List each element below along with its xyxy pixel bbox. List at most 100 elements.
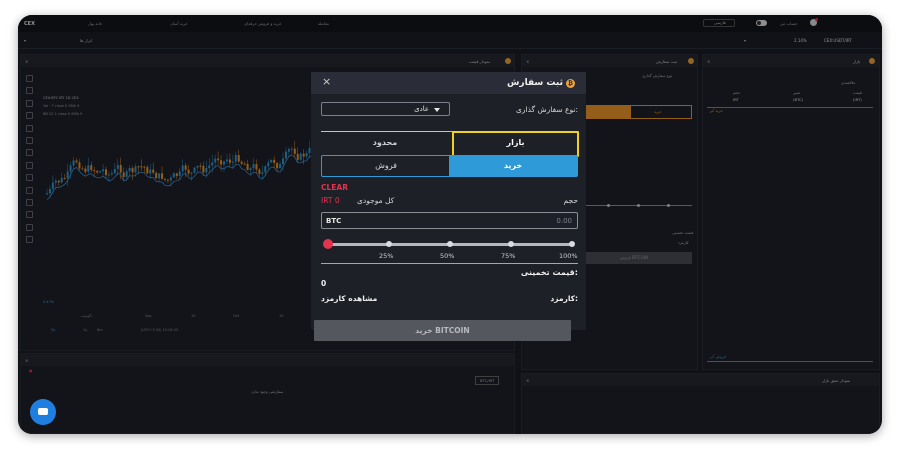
nav-link-2[interactable]: خرید آسان bbox=[170, 21, 188, 26]
candle-body bbox=[84, 168, 87, 172]
candle-body bbox=[214, 158, 217, 163]
prediction-icon[interactable] bbox=[26, 149, 33, 157]
account-link[interactable]: حساب من bbox=[780, 21, 798, 26]
range-1y[interactable]: 1y bbox=[83, 328, 88, 332]
lock-icon[interactable] bbox=[26, 211, 33, 219]
x-tick-1: اگوست bbox=[81, 314, 92, 318]
slider-dot-75[interactable] bbox=[508, 241, 514, 247]
col-change: تغییر bbox=[793, 90, 801, 95]
favorites-toggle[interactable]: علاقمندی bbox=[841, 80, 856, 85]
submit-buy-button[interactable]: خرید BITCOIN bbox=[314, 320, 571, 341]
close-icon[interactable]: × bbox=[707, 59, 711, 64]
slider-handle[interactable] bbox=[323, 239, 333, 249]
fib-icon[interactable] bbox=[26, 99, 33, 107]
candle-body bbox=[284, 151, 287, 159]
candle-body bbox=[146, 167, 149, 174]
range-6m[interactable]: 6m bbox=[97, 328, 103, 332]
order-panel-submit[interactable]: فروش BITCOIN bbox=[576, 252, 692, 264]
language-select[interactable]: فارسی bbox=[703, 19, 735, 27]
chevron-down-icon[interactable]: ▾ bbox=[744, 38, 747, 43]
divider bbox=[321, 263, 578, 264]
candle-body bbox=[255, 164, 258, 170]
candle-body bbox=[105, 169, 107, 176]
measure-icon[interactable] bbox=[26, 174, 33, 182]
candle-body bbox=[72, 160, 75, 166]
pair-name[interactable]: CEX:USDT/IRT bbox=[824, 38, 852, 43]
order-panel-fee: کارمزد bbox=[678, 240, 689, 245]
candle-body bbox=[134, 166, 137, 173]
candle-body bbox=[187, 169, 190, 174]
row-pair-1: (IRT) bbox=[853, 97, 862, 102]
candle-body bbox=[237, 155, 240, 162]
candle-body bbox=[155, 172, 158, 179]
estimate-label: قیمت تخمینی: bbox=[520, 268, 578, 277]
text-icon[interactable] bbox=[26, 124, 33, 132]
chart-legend-1: Vol · 7 close 0 SMA 9 bbox=[43, 104, 80, 108]
candle-body bbox=[273, 159, 276, 163]
order-panel-slider[interactable] bbox=[576, 205, 692, 206]
slider-dot-25[interactable] bbox=[386, 241, 392, 247]
zoom-icon[interactable] bbox=[26, 186, 33, 194]
row-pair-3: IRT bbox=[733, 97, 739, 102]
brush-icon[interactable] bbox=[26, 112, 33, 120]
magnet-icon[interactable] bbox=[26, 198, 33, 206]
chart-time: (UTC+3:30) 12:04:20 bbox=[141, 328, 179, 332]
orders-filter-button[interactable]: BTC/IRT bbox=[475, 376, 500, 385]
order-panel-active-tab[interactable] bbox=[576, 105, 630, 119]
order-panel-buy-tab[interactable] bbox=[630, 105, 692, 119]
tab-limit[interactable]: محدود bbox=[372, 138, 398, 147]
close-icon[interactable]: × bbox=[25, 59, 29, 64]
toolbar: ▾ ابزار ها ▾ 2.14% CEX:USDT/IRT bbox=[18, 32, 882, 49]
candle-body bbox=[75, 160, 78, 163]
order-type-select[interactable]: عادی bbox=[321, 102, 450, 116]
candle-body bbox=[211, 162, 214, 166]
chevron-down-icon[interactable]: ▾ bbox=[24, 38, 27, 43]
candle-body bbox=[178, 171, 181, 176]
balance-label: کل موجودی bbox=[357, 196, 395, 205]
candle-body bbox=[231, 161, 234, 163]
eye-icon[interactable] bbox=[26, 223, 33, 231]
nav-link-4[interactable]: معامله bbox=[318, 21, 329, 26]
nav-link-1[interactable]: خانه پول bbox=[88, 21, 103, 26]
close-icon[interactable]: × bbox=[526, 378, 530, 383]
orders-tab-icon[interactable]: ● bbox=[29, 368, 33, 373]
crosshair-icon[interactable] bbox=[26, 75, 33, 82]
close-icon[interactable]: × bbox=[25, 358, 29, 363]
chart-pct: 5.47% bbox=[43, 300, 55, 304]
range-5y[interactable]: 5y bbox=[51, 328, 56, 332]
fee-link[interactable]: مشاهده کارمزد bbox=[321, 294, 378, 303]
candle-body bbox=[48, 189, 51, 194]
candlestick-chart[interactable] bbox=[39, 74, 326, 294]
close-icon[interactable]: × bbox=[526, 59, 530, 64]
nav-link-3[interactable]: خرید و فروش حرفه‌ای bbox=[244, 21, 282, 26]
percent-label-50: 50% bbox=[440, 252, 455, 260]
candle-body bbox=[258, 169, 261, 174]
candle-body bbox=[305, 153, 308, 157]
slider-dot-50[interactable] bbox=[447, 241, 453, 247]
fee-label: کارمزد: bbox=[550, 294, 578, 303]
estimate-value: 0 bbox=[321, 279, 327, 288]
volume-unit: BTC bbox=[326, 217, 342, 225]
notification-icon[interactable] bbox=[810, 18, 818, 26]
candle-body bbox=[128, 168, 131, 172]
buy-toggle[interactable]: خرید bbox=[449, 156, 577, 176]
candle-body bbox=[246, 163, 249, 171]
clear-button[interactable]: CLEAR bbox=[321, 183, 348, 192]
tab-market[interactable]: بازار bbox=[506, 138, 525, 147]
trash-icon[interactable] bbox=[26, 236, 33, 244]
tools-menu[interactable]: ابزار ها bbox=[80, 38, 93, 43]
theme-toggle[interactable] bbox=[756, 20, 767, 26]
sell-toggle[interactable]: فروش bbox=[375, 161, 397, 170]
candle-body bbox=[290, 148, 293, 150]
candle-body bbox=[264, 166, 267, 173]
candle-body bbox=[66, 171, 69, 179]
line-icon[interactable] bbox=[26, 87, 33, 95]
chat-icon[interactable] bbox=[30, 399, 56, 425]
pattern-icon[interactable] bbox=[26, 136, 33, 144]
candle-body bbox=[220, 160, 223, 165]
slider-dot-100[interactable] bbox=[569, 241, 575, 247]
chart-legend-2: BB 20 2 close 0 SMA 9 bbox=[43, 112, 83, 116]
volume-input[interactable]: BTC 0.00 bbox=[321, 212, 578, 229]
close-icon[interactable]: × bbox=[322, 75, 332, 88]
shape-icon[interactable] bbox=[26, 161, 33, 169]
